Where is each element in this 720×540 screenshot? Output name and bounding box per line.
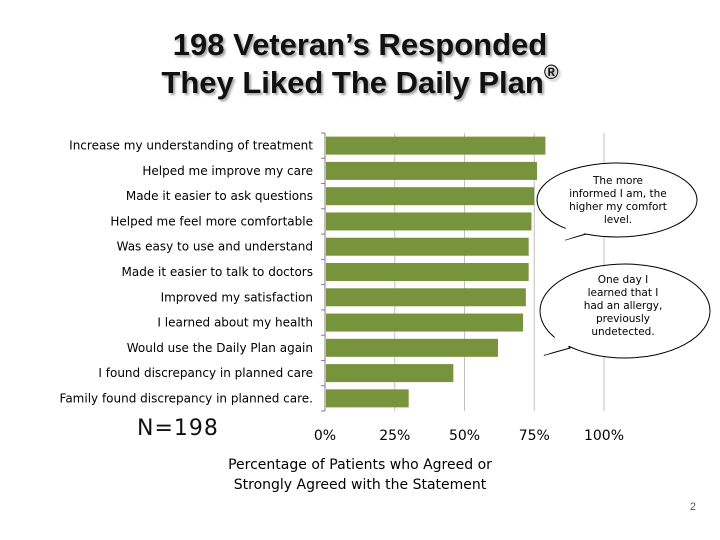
category-label: Helped me improve my care xyxy=(142,164,313,178)
sample-size-label: N=198 xyxy=(137,416,219,441)
bars xyxy=(326,137,545,408)
bar xyxy=(326,339,498,357)
category-label: Would use the Daily Plan again xyxy=(127,341,313,355)
bar xyxy=(326,364,453,382)
bar xyxy=(326,314,523,332)
bar xyxy=(326,288,526,306)
bar xyxy=(326,137,545,155)
x-axis-title: Percentage of Patients who Agreed or Str… xyxy=(160,455,560,495)
category-label: Was easy to use and understand xyxy=(117,240,313,254)
category-label: Made it easier to ask questions xyxy=(126,189,313,203)
bar xyxy=(326,212,531,230)
callout-text-2: One day I learned that I had an allergy,… xyxy=(577,274,669,339)
x-tick-labels: 0% 25% 50% 75% 100% xyxy=(314,428,624,444)
x-axis-title-line-1: Percentage of Patients who Agreed or xyxy=(160,455,560,475)
bar xyxy=(326,263,529,281)
category-label: Improved my satisfaction xyxy=(161,290,313,304)
bar xyxy=(326,238,529,256)
x-tick-label: 25% xyxy=(379,428,410,444)
category-label: Helped me feel more comfortable xyxy=(110,214,313,228)
page-number: 2 xyxy=(690,501,696,513)
bar xyxy=(326,187,534,205)
category-labels: Increase my understanding of treatment He… xyxy=(60,139,314,406)
category-label: I learned about my health xyxy=(157,316,313,330)
x-tick-label: 50% xyxy=(449,428,480,444)
category-label: I found discrepancy in planned care xyxy=(98,366,313,380)
bar xyxy=(326,162,537,180)
category-label: Made it easier to talk to doctors xyxy=(122,265,314,279)
x-tick-label: 75% xyxy=(519,428,550,444)
x-axis-title-line-2: Strongly Agreed with the Statement xyxy=(160,475,560,495)
x-tick-label: 0% xyxy=(314,428,336,444)
bar xyxy=(326,389,409,407)
category-label: Family found discrepancy in planned care… xyxy=(60,391,313,405)
callout-text-1: The more informed I am, the higher my co… xyxy=(569,175,667,227)
category-label: Increase my understanding of treatment xyxy=(69,139,313,153)
x-tick-label: 100% xyxy=(584,428,624,444)
